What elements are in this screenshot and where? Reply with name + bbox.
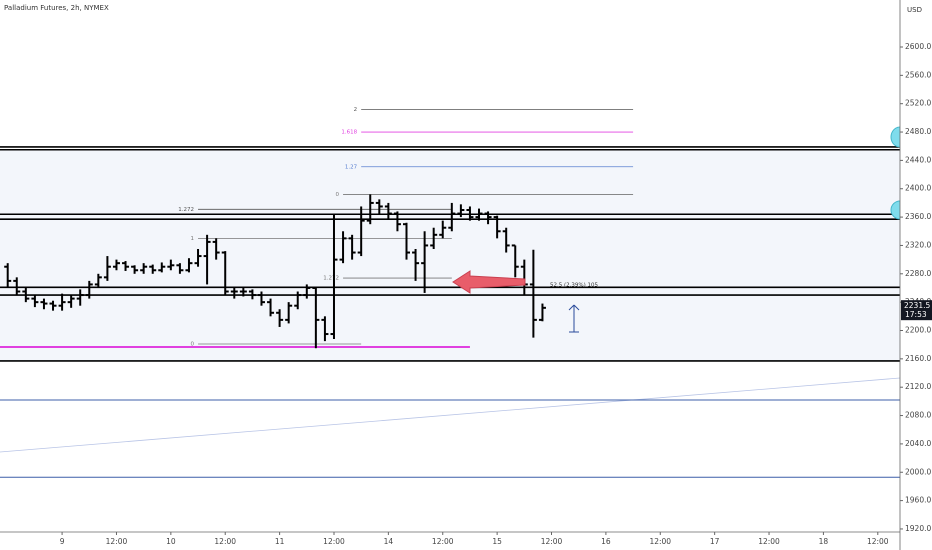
- price-axis-bg: [900, 0, 932, 550]
- x-tick-label: 9: [60, 537, 65, 546]
- last-price: 2231.5: [904, 301, 930, 310]
- trend-line: [0, 377, 901, 453]
- y-tick-label: 2560.0: [905, 70, 931, 79]
- y-tick-label: 2440.0: [905, 155, 931, 164]
- fib-label: 1.27: [345, 164, 358, 170]
- x-tick-label: 15: [492, 537, 502, 546]
- y-tick-label: 2400.0: [905, 184, 931, 193]
- currency: USD: [907, 6, 922, 14]
- x-tick-label: 12:00: [541, 537, 563, 546]
- x-tick-label: 10: [166, 537, 176, 546]
- y-tick-label: 2320.0: [905, 240, 931, 249]
- y-tick-label: 2200.0: [905, 325, 931, 334]
- y-tick-label: 2480.0: [905, 127, 931, 136]
- x-tick-label: 14: [384, 537, 394, 546]
- countdown: 17:53: [905, 310, 927, 319]
- y-tick-label: 2120.0: [905, 382, 931, 391]
- red-arrow: [452, 270, 526, 294]
- time-axis-bg: [0, 532, 900, 550]
- y-tick-label: 2160.0: [905, 354, 931, 363]
- y-tick-label: 2360.0: [905, 212, 931, 221]
- measure-arrow: [568, 304, 580, 333]
- x-tick-label: 12:00: [432, 537, 454, 546]
- y-tick-label: 1960.0: [905, 496, 931, 505]
- y-tick-label: 2520.0: [905, 99, 931, 108]
- x-tick-label: 12:00: [106, 537, 128, 546]
- y-tick-label: 2000.0: [905, 467, 931, 476]
- y-tick-label: 2080.0: [905, 411, 931, 420]
- x-tick-label: 18: [819, 537, 829, 546]
- fib-label: 1: [191, 236, 195, 242]
- last-price-tag: [901, 300, 932, 321]
- measure-label: 52.5 (2.39%) 105: [550, 283, 599, 289]
- fib-label: 1.272: [178, 207, 194, 213]
- y-tick-label: 2280.0: [905, 269, 931, 278]
- x-tick-label: 17: [710, 537, 720, 546]
- fib-label: 1.618: [341, 130, 357, 136]
- fib-label: 2: [354, 107, 358, 113]
- x-tick-label: 12:00: [649, 537, 671, 546]
- x-tick-label: 16: [601, 537, 611, 546]
- x-tick-label: 12:00: [323, 537, 345, 546]
- y-tick-label: 2040.0: [905, 439, 931, 448]
- x-tick-label: 11: [275, 537, 285, 546]
- x-tick-label: 12:00: [758, 537, 780, 546]
- fib-label: 0: [336, 192, 340, 198]
- y-tick-label: 2600.0: [905, 42, 931, 51]
- fib-label: 0: [191, 341, 195, 347]
- chart-title: Palladium Futures, 2h, NYMEX: [4, 4, 109, 12]
- fib-label: 1.272: [323, 276, 339, 282]
- plot-area: 2 1.618 1.27 0 1.272 1 1.272 0 52.5 (2.39%) 105: [0, 107, 901, 478]
- channel-fill: [0, 149, 900, 361]
- y-tick-label: 1920.0: [905, 524, 931, 533]
- x-tick-label: 12:00: [214, 537, 236, 546]
- x-tick-label: 12:00: [867, 537, 889, 546]
